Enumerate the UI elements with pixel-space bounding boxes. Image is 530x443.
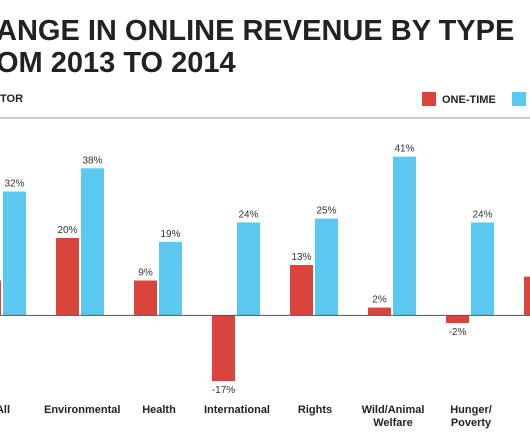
bar — [56, 237, 79, 316]
legend-label: ONE-TIME — [442, 94, 496, 106]
bar — [3, 191, 26, 316]
bar — [393, 156, 416, 316]
x-tick-label: Environmental — [44, 404, 121, 416]
bar — [134, 280, 157, 316]
value-label: -2% — [449, 327, 467, 338]
bar — [81, 168, 104, 316]
x-tick-label: Health — [142, 404, 176, 416]
value-label: 32% — [4, 179, 24, 190]
bar — [471, 222, 494, 316]
bar — [524, 276, 530, 316]
legend-swatch — [422, 92, 436, 106]
chart-title: OM 2013 TO 2014 — [0, 47, 236, 79]
legend-swatch — [512, 92, 526, 106]
chart-title: ANGE IN ONLINE REVENUE BY TYPE — [0, 15, 514, 47]
value-label: 9% — [138, 268, 153, 279]
x-tick-label: International — [203, 404, 270, 416]
bar — [212, 315, 235, 382]
bar — [446, 315, 469, 324]
value-label: 19% — [160, 229, 180, 240]
value-label: 38% — [82, 155, 102, 166]
bar — [237, 222, 260, 316]
value-label: 2% — [372, 295, 387, 306]
value-label: 41% — [394, 144, 414, 155]
bar — [290, 265, 313, 316]
value-label: 25% — [316, 206, 336, 217]
value-label: 13% — [291, 252, 311, 263]
value-label: -17% — [212, 385, 235, 396]
value-label: 24% — [472, 209, 492, 220]
x-tick-label: Wild/Animal Welfare — [361, 404, 425, 429]
x-tick-label: Hunger/ Poverty — [450, 404, 492, 429]
bar — [368, 307, 391, 316]
bar — [159, 241, 182, 316]
x-tick-label: Rights — [297, 404, 333, 416]
subtitle: TOR — [0, 93, 23, 105]
value-label: 20% — [57, 225, 77, 236]
value-label: 24% — [238, 209, 258, 220]
bar — [0, 280, 1, 316]
x-tick-label: All — [0, 404, 11, 416]
bar — [315, 218, 338, 316]
